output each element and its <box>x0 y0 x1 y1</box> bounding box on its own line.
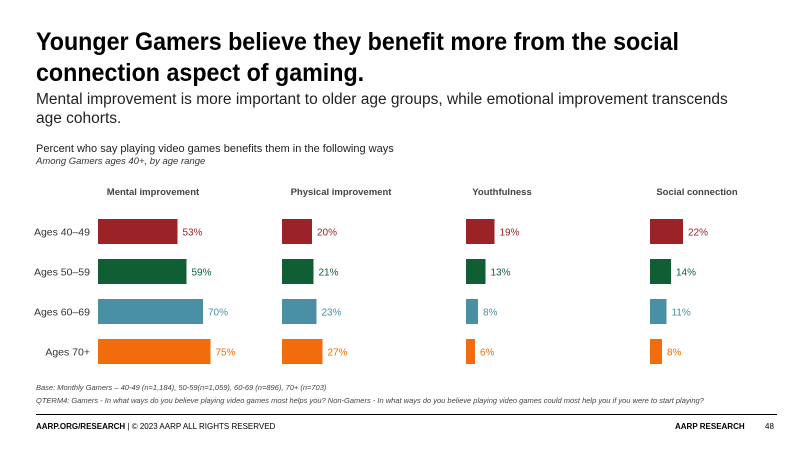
data-label: 8% <box>667 348 682 359</box>
panel-header: Social connection <box>656 187 737 198</box>
page-number: 48 <box>765 422 774 431</box>
bar <box>466 339 475 364</box>
bar <box>98 299 203 324</box>
bar <box>650 219 683 244</box>
bar <box>466 219 495 244</box>
data-label: 14% <box>676 268 696 279</box>
data-label: 13% <box>491 268 511 279</box>
bar <box>282 219 312 244</box>
data-label: 53% <box>183 228 203 239</box>
footer-copyright: AARP.ORG/RESEARCH | © 2023 AARP ALL RIGH… <box>36 422 275 431</box>
data-label: 6% <box>480 348 495 359</box>
bar <box>650 259 671 284</box>
data-label: 19% <box>500 228 520 239</box>
bar <box>650 299 667 324</box>
bar <box>282 339 323 364</box>
data-label: 27% <box>328 348 348 359</box>
data-label: 23% <box>322 308 342 319</box>
data-label: 70% <box>208 308 228 319</box>
data-label: 59% <box>192 268 212 279</box>
bar <box>282 299 317 324</box>
page-subtitle: Mental improvement is more important to … <box>36 91 728 127</box>
panel-header: Mental improvement <box>107 187 200 198</box>
chart-sublabel: Among Gamers ages 40+, by age range <box>36 156 206 167</box>
data-label: 8% <box>483 308 498 319</box>
category-label: Ages 60–69 <box>34 307 90 319</box>
bar <box>282 259 314 284</box>
footer-rights: | © 2023 AARP ALL RIGHTS RESERVED <box>125 422 276 431</box>
category-label: Ages 40–49 <box>34 227 90 239</box>
data-label: 75% <box>216 348 236 359</box>
footer-brand: AARP RESEARCH <box>675 422 745 431</box>
category-label: Ages 50–59 <box>34 267 90 279</box>
bar <box>466 299 478 324</box>
panel-header: Youthfulness <box>472 187 531 198</box>
question-note: QTERM4: Gamers - In what ways do you bel… <box>36 396 704 405</box>
data-label: 11% <box>672 308 691 319</box>
footer-org: AARP.ORG/RESEARCH <box>36 422 126 431</box>
panel-header: Physical improvement <box>291 187 393 198</box>
data-label: 21% <box>319 268 339 279</box>
page-title: Younger Gamers believe they benefit more… <box>36 28 680 87</box>
bar-chart: Ages 40–49 Ages 50–59 Ages 60–69 Ages 70+ Me… <box>34 187 738 364</box>
bar <box>98 259 187 284</box>
bar <box>98 339 211 364</box>
category-label: Ages 70+ <box>45 347 90 359</box>
chart-label: Percent who say playing video games bene… <box>36 143 394 155</box>
bar <box>466 259 486 284</box>
data-label: 22% <box>688 228 708 239</box>
data-label: 20% <box>317 228 337 239</box>
base-note: Base: Monthly Gamers – 40-49 (n=1,184), … <box>36 383 327 392</box>
footer-divider <box>36 414 777 415</box>
bar <box>98 219 178 244</box>
bar <box>650 339 662 364</box>
